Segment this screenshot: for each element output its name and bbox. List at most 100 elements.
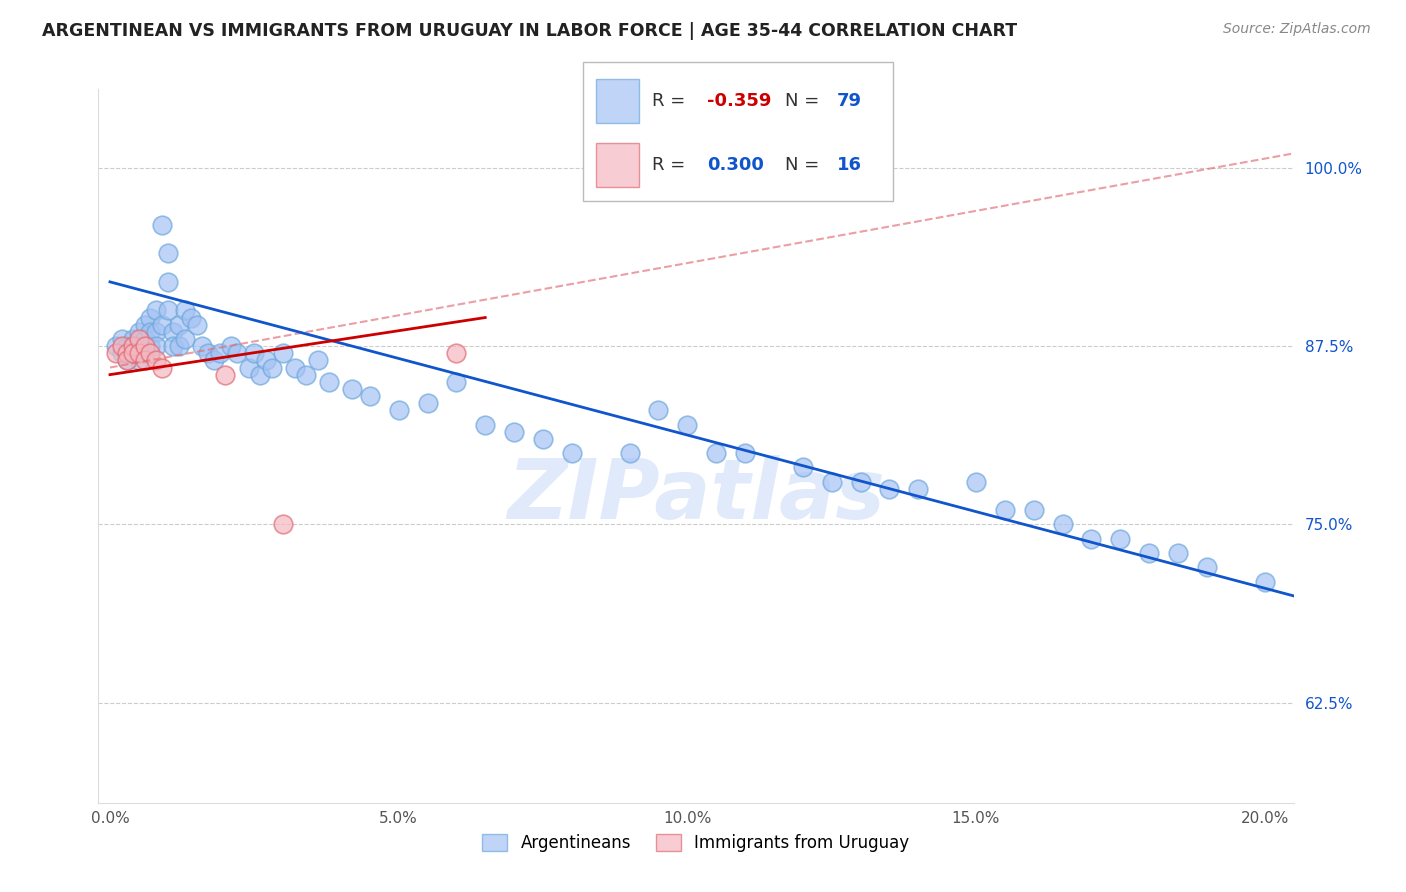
Point: [104, 346, 127, 360]
Point: [704, 446, 727, 460]
Point: [647, 403, 669, 417]
Text: 79: 79: [837, 92, 862, 110]
Text: R =: R =: [651, 92, 690, 110]
Point: [734, 446, 756, 460]
Point: [156, 275, 179, 289]
Point: [342, 382, 364, 396]
Point: [474, 417, 496, 432]
Point: [150, 360, 173, 375]
Point: [676, 417, 699, 432]
Point: [139, 339, 162, 353]
Point: [1137, 546, 1160, 560]
Point: [117, 353, 139, 368]
Text: N =: N =: [785, 92, 824, 110]
Point: [122, 339, 145, 353]
Point: [254, 353, 277, 368]
Point: [117, 353, 139, 368]
Point: [260, 360, 283, 375]
Point: [243, 346, 266, 360]
Point: [226, 346, 249, 360]
Point: [122, 346, 145, 360]
Point: [134, 318, 156, 332]
Point: [295, 368, 318, 382]
Point: [139, 325, 162, 339]
Point: [180, 310, 202, 325]
Point: [145, 353, 167, 368]
Point: [1167, 546, 1189, 560]
Point: [167, 339, 190, 353]
Point: [1052, 517, 1074, 532]
Point: [202, 353, 225, 368]
FancyBboxPatch shape: [596, 79, 640, 123]
Point: [879, 482, 901, 496]
Point: [134, 346, 156, 360]
Point: [117, 346, 139, 360]
Point: [145, 303, 167, 318]
Point: [849, 475, 872, 489]
Point: [162, 325, 184, 339]
Point: [1080, 532, 1102, 546]
Point: [249, 368, 271, 382]
Legend: Argentineans, Immigrants from Uruguay: Argentineans, Immigrants from Uruguay: [475, 827, 917, 859]
Point: [174, 303, 197, 318]
Point: [359, 389, 381, 403]
Point: [191, 339, 214, 353]
Point: [156, 246, 179, 260]
Point: [134, 339, 156, 353]
Point: [156, 303, 179, 318]
Point: [1195, 560, 1218, 574]
Point: [104, 339, 127, 353]
Point: [167, 318, 190, 332]
Text: ARGENTINEAN VS IMMIGRANTS FROM URUGUAY IN LABOR FORCE | AGE 35-44 CORRELATION CH: ARGENTINEAN VS IMMIGRANTS FROM URUGUAY I…: [42, 22, 1018, 40]
Point: [238, 360, 260, 375]
Point: [162, 339, 184, 353]
Point: [128, 339, 150, 353]
Point: [139, 310, 162, 325]
Point: [122, 346, 145, 360]
Point: [208, 346, 231, 360]
Point: [110, 346, 132, 360]
Text: R =: R =: [651, 156, 696, 174]
Point: [416, 396, 439, 410]
Text: Source: ZipAtlas.com: Source: ZipAtlas.com: [1223, 22, 1371, 37]
Point: [145, 325, 167, 339]
Point: [128, 353, 150, 368]
Point: [820, 475, 842, 489]
Point: [271, 346, 294, 360]
Point: [186, 318, 208, 332]
Point: [318, 375, 340, 389]
Point: [174, 332, 197, 346]
Point: [1253, 574, 1275, 589]
Point: [128, 332, 150, 346]
Point: [214, 368, 236, 382]
Point: [145, 339, 167, 353]
Point: [271, 517, 294, 532]
Point: [994, 503, 1017, 517]
Point: [128, 325, 150, 339]
Point: [965, 475, 987, 489]
Point: [446, 346, 468, 360]
Point: [1109, 532, 1132, 546]
Point: [150, 218, 173, 232]
Point: [134, 332, 156, 346]
Point: [117, 339, 139, 353]
Point: [307, 353, 329, 368]
Point: [150, 318, 173, 332]
Text: 0.300: 0.300: [707, 156, 763, 174]
Text: -0.359: -0.359: [707, 92, 772, 110]
Text: ZIPatlas: ZIPatlas: [508, 456, 884, 536]
Point: [531, 432, 554, 446]
Point: [907, 482, 929, 496]
Point: [561, 446, 583, 460]
Point: [122, 332, 145, 346]
Point: [284, 360, 307, 375]
Point: [139, 346, 162, 360]
Point: [388, 403, 411, 417]
Point: [128, 346, 150, 360]
FancyBboxPatch shape: [596, 143, 640, 186]
Text: 16: 16: [837, 156, 862, 174]
Point: [117, 346, 139, 360]
FancyBboxPatch shape: [583, 62, 893, 201]
Text: N =: N =: [785, 156, 824, 174]
Point: [122, 339, 145, 353]
